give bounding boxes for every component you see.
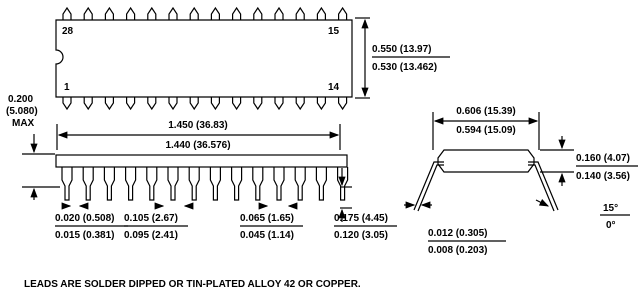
dim-max: 0.105 (2.67) [124,213,178,224]
lead [126,167,136,200]
lead [210,167,220,200]
dim-min: 0.015 (0.381) [55,230,115,241]
pin [63,8,71,20]
pin [84,97,92,109]
note: LEADS ARE SOLDER DIPPED OR TIN-PLATED AL… [24,279,361,290]
lead [147,167,157,200]
pin [211,97,219,109]
dim: MAX [12,118,35,129]
pin [169,8,177,20]
pin [190,8,198,20]
pin [127,97,135,109]
lead [62,167,72,200]
pin-label: 1 [64,82,70,93]
dim-min: 0.095 (2.41) [124,230,178,241]
dim-min: 0.140 (3.56) [576,171,630,182]
pin [169,97,177,109]
lead [104,167,114,200]
lead [83,167,93,200]
pin [105,97,113,109]
pin [339,97,347,109]
dim-min: 0.008 (0.203) [428,245,488,256]
dim: 0.200 [8,94,33,105]
leads [62,167,348,200]
pin [254,8,262,20]
dim-max: 0.012 (0.305) [428,228,488,239]
pin [275,97,283,109]
body-top [56,20,352,97]
pin [127,8,135,20]
pin [148,97,156,109]
drawing-line [418,165,444,211]
dim-max: 0.065 (1.65) [240,213,294,224]
pin [296,8,304,20]
dim-max: 0.550 (13.97) [372,44,432,55]
pin-label: 15 [328,26,340,37]
dim-max: 15° [603,203,618,214]
pin [84,8,92,20]
pin [148,8,156,20]
dim-min: 0.120 (3.05) [334,230,388,241]
dim-max: 1.450 (36.83) [168,120,228,131]
dim-min: 0.045 (1.14) [240,230,294,241]
pin-label: 28 [62,26,74,37]
pin-label: 14 [328,82,340,93]
pin [63,97,71,109]
lead [253,167,263,200]
pin [339,8,347,20]
body-end [438,150,534,172]
pin [105,8,113,20]
lead [232,167,242,200]
drawing-line [528,162,558,210]
pin [317,97,325,109]
drawing-line [414,162,444,210]
pin [254,97,262,109]
body-side [56,155,347,167]
lead [189,167,199,200]
lead [274,167,284,200]
lead [316,167,326,200]
dim-max: 0.606 (15.39) [456,106,516,117]
pin [296,97,304,109]
pin [233,97,241,109]
drawing-line [536,200,548,206]
dim-min: 0° [606,220,616,231]
pin [211,8,219,20]
dim-max: 0.020 (0.508) [55,213,115,224]
pin [275,8,283,20]
pin [233,8,241,20]
package-drawing: 28 15 1 14 0.550 (13.97) 0.530 (13.462) … [0,0,644,302]
dim-min: 1.440 (36.576) [165,140,230,151]
dim-max: 0.160 (4.07) [576,153,630,164]
pin [190,97,198,109]
dim-max: 0.175 (4.45) [334,213,388,224]
pin [317,8,325,20]
dim-min: 0.594 (15.09) [456,125,516,136]
pins [63,8,347,109]
dim: (5.080) [6,106,38,117]
lead [295,167,305,200]
lead [168,167,178,200]
dim-min: 0.530 (13.462) [372,62,437,73]
